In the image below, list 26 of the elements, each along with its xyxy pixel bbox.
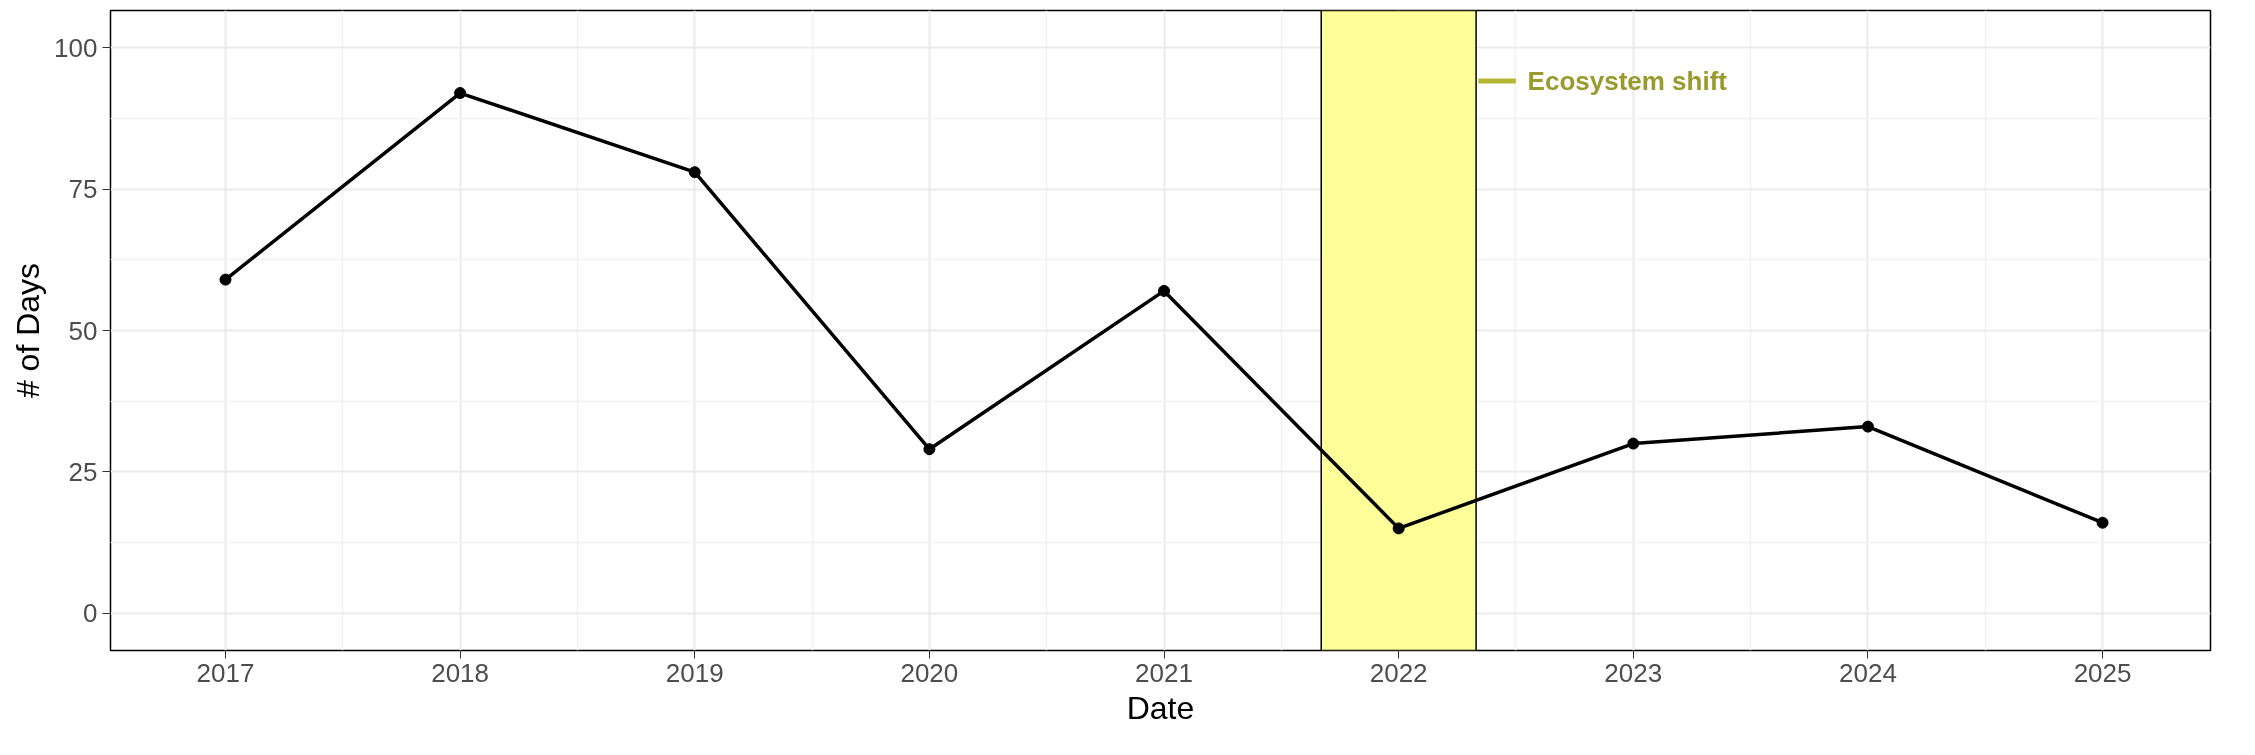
- point: [688, 166, 701, 179]
- y-tick-label: 75: [68, 174, 98, 205]
- y-tick-label: 25: [68, 456, 98, 487]
- x-tick-label: 2020: [900, 657, 959, 688]
- point: [923, 443, 936, 456]
- band-label: Ecosystem shift: [1527, 65, 1728, 96]
- y-tick-label: 100: [54, 32, 98, 63]
- point: [1627, 437, 1640, 450]
- y-tick-label: 0: [83, 598, 98, 629]
- point: [1861, 420, 1874, 433]
- x-tick-label: 2022: [1369, 657, 1428, 688]
- point: [1392, 522, 1405, 535]
- point: [2096, 516, 2109, 529]
- y-axis-title: # of Days: [10, 262, 47, 399]
- point: [454, 87, 467, 100]
- x-tick-label: 2017: [196, 657, 255, 688]
- x-tick-label: 2024: [1839, 657, 1897, 688]
- y-tick-label: 50: [68, 315, 98, 346]
- point: [219, 273, 232, 286]
- x-tick-label: 2025: [2073, 657, 2132, 688]
- point: [1158, 284, 1171, 297]
- x-tick-label: 2019: [665, 657, 724, 688]
- x-axis-title: Date: [1126, 689, 1195, 726]
- x-tick-label: 2021: [1135, 657, 1193, 688]
- x-tick-label: 2023: [1604, 657, 1663, 688]
- x-tick-label: 2018: [431, 657, 490, 688]
